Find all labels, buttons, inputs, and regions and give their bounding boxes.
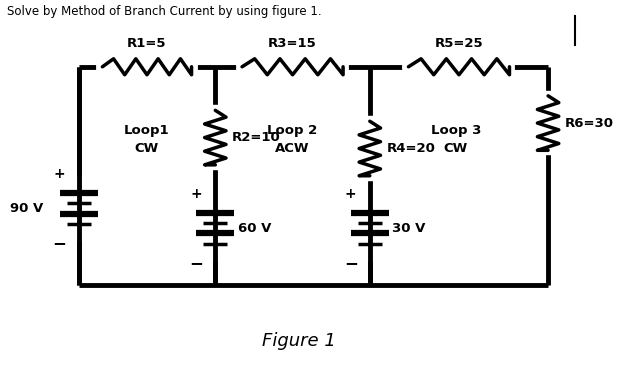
Text: 60 V: 60 V: [238, 222, 271, 235]
Text: R1=5: R1=5: [127, 37, 166, 51]
Text: Figure 1: Figure 1: [261, 332, 335, 350]
Text: R2=10: R2=10: [232, 131, 281, 144]
Text: Loop 2
ACW: Loop 2 ACW: [268, 124, 318, 155]
Text: Solve by Method of Branch Current by using figure 1.: Solve by Method of Branch Current by usi…: [7, 5, 322, 18]
Text: Loop1
CW: Loop1 CW: [124, 124, 170, 155]
Text: −: −: [344, 254, 358, 272]
Text: +: +: [54, 167, 65, 181]
Text: R4=20: R4=20: [386, 142, 435, 155]
Text: 90 V: 90 V: [10, 202, 43, 215]
Text: +: +: [345, 187, 356, 201]
Text: R3=15: R3=15: [268, 37, 317, 51]
Text: +: +: [191, 187, 202, 201]
Text: R5=25: R5=25: [435, 37, 483, 51]
Text: 30 V: 30 V: [392, 222, 426, 235]
Text: Loop 3
CW: Loop 3 CW: [431, 124, 481, 155]
Text: −: −: [189, 254, 203, 272]
Text: R6=30: R6=30: [564, 116, 614, 130]
Text: −: −: [53, 234, 66, 252]
